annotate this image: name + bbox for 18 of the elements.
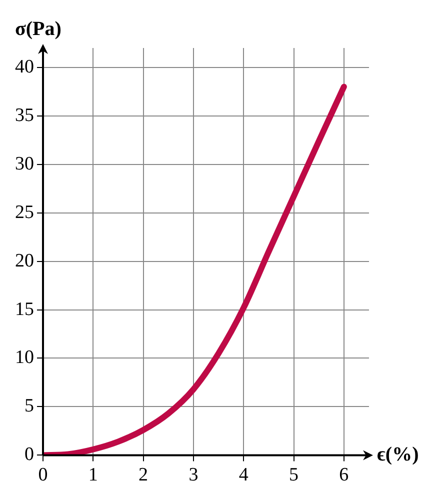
y-tick-label: 15 — [15, 298, 34, 320]
x-tick-label: 1 — [88, 464, 98, 486]
y-axis-title: σ(Pa) — [15, 18, 62, 40]
x-tick-label: 6 — [339, 464, 349, 486]
x-tick-label: 5 — [289, 464, 299, 486]
y-tick-label: 35 — [15, 104, 34, 126]
x-tick-label: 3 — [188, 464, 198, 486]
y-tick-label: 0 — [24, 444, 34, 466]
y-tick-label: 30 — [15, 153, 34, 174]
y-tick-label: 10 — [15, 347, 34, 368]
y-tick-label: 20 — [15, 250, 34, 272]
x-axis-title: ϵ(%) — [377, 443, 419, 466]
x-tick-label: 2 — [138, 464, 148, 486]
x-tick-label: 4 — [238, 464, 249, 486]
x-tick-label: 0 — [38, 464, 48, 486]
y-tick-label: 5 — [24, 396, 34, 417]
y-tick-label: 40 — [15, 56, 34, 78]
y-tick-label: 25 — [15, 202, 34, 223]
